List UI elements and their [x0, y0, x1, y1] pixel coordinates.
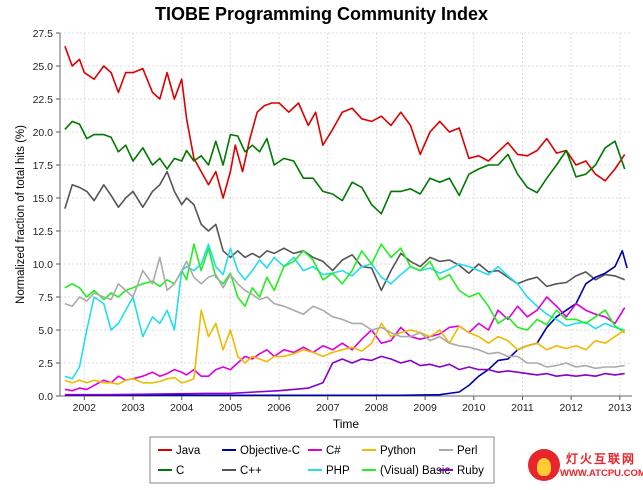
y-tick-label: 12.5	[33, 226, 54, 238]
legend-label: C++	[240, 465, 262, 477]
y-axis-label: Normalized fraction of total hits (%)	[15, 125, 27, 304]
chart-title: TIOBE Programming Community Index	[154, 4, 489, 24]
x-tick-label: 2004	[170, 402, 194, 414]
series-line-c	[64, 120, 626, 215]
x-tick-label: 2005	[219, 402, 243, 414]
x-tick-label: 2013	[608, 402, 632, 414]
legend-label: PHP	[326, 465, 350, 477]
series-line-perl	[64, 256, 625, 370]
legend-box	[149, 436, 495, 484]
watermark-text: 灯火互联网	[566, 452, 637, 466]
y-tick-label: 15.0	[33, 193, 54, 205]
series-line-cplusplus	[64, 170, 625, 292]
series-line-java	[64, 45, 626, 199]
x-tick-label: 2008	[365, 402, 389, 414]
x-tick-label: 2003	[121, 402, 145, 414]
watermark-url: WWW.ATCPU.COM	[560, 468, 643, 479]
x-tick-label: 2012	[559, 402, 583, 414]
x-tick-label: 2006	[267, 402, 291, 414]
series-line-python	[64, 309, 626, 385]
plot-area	[60, 33, 632, 396]
legend-label: (Visual) Basic	[380, 465, 450, 477]
y-tick-label: 22.5	[33, 94, 54, 106]
y-tick-label: 25.0	[33, 61, 54, 73]
x-tick-label: 2009	[413, 402, 437, 414]
y-tick-label: 0.0	[38, 391, 53, 403]
y-tick-label: 27.5	[33, 28, 54, 40]
x-tick-label: 2011	[511, 402, 534, 414]
series-line-ruby	[64, 355, 625, 396]
series-line-objective-c	[64, 250, 628, 396]
legend-label: Python	[380, 445, 416, 457]
y-tick-label: 2.5	[38, 358, 53, 370]
flame-logo-icon	[528, 449, 560, 481]
series-line-visual-basic	[64, 243, 626, 334]
legend-label: Perl	[457, 445, 477, 457]
x-axis-label: Time	[333, 417, 360, 431]
legend-label: C#	[326, 445, 341, 457]
y-tick-label: 7.5	[38, 292, 53, 304]
series-group	[64, 45, 628, 396]
legend-label: Objective-C	[240, 445, 300, 457]
legend-label: Ruby	[457, 465, 484, 477]
x-tick-label: 2002	[73, 402, 97, 414]
watermark-logo: 灯火互联网 WWW.ATCPU.COM	[528, 447, 643, 487]
x-tick-label: 2010	[462, 402, 486, 414]
y-tick-label: 17.5	[33, 160, 54, 172]
y-tick-label: 20.0	[33, 127, 54, 139]
x-tick-label: 2007	[316, 402, 340, 414]
series-line-php	[64, 243, 625, 380]
y-tick-label: 10.0	[33, 259, 54, 271]
legend-label: C	[176, 465, 184, 477]
y-tick-label: 5.0	[38, 325, 53, 337]
legend-label: Java	[176, 445, 201, 457]
